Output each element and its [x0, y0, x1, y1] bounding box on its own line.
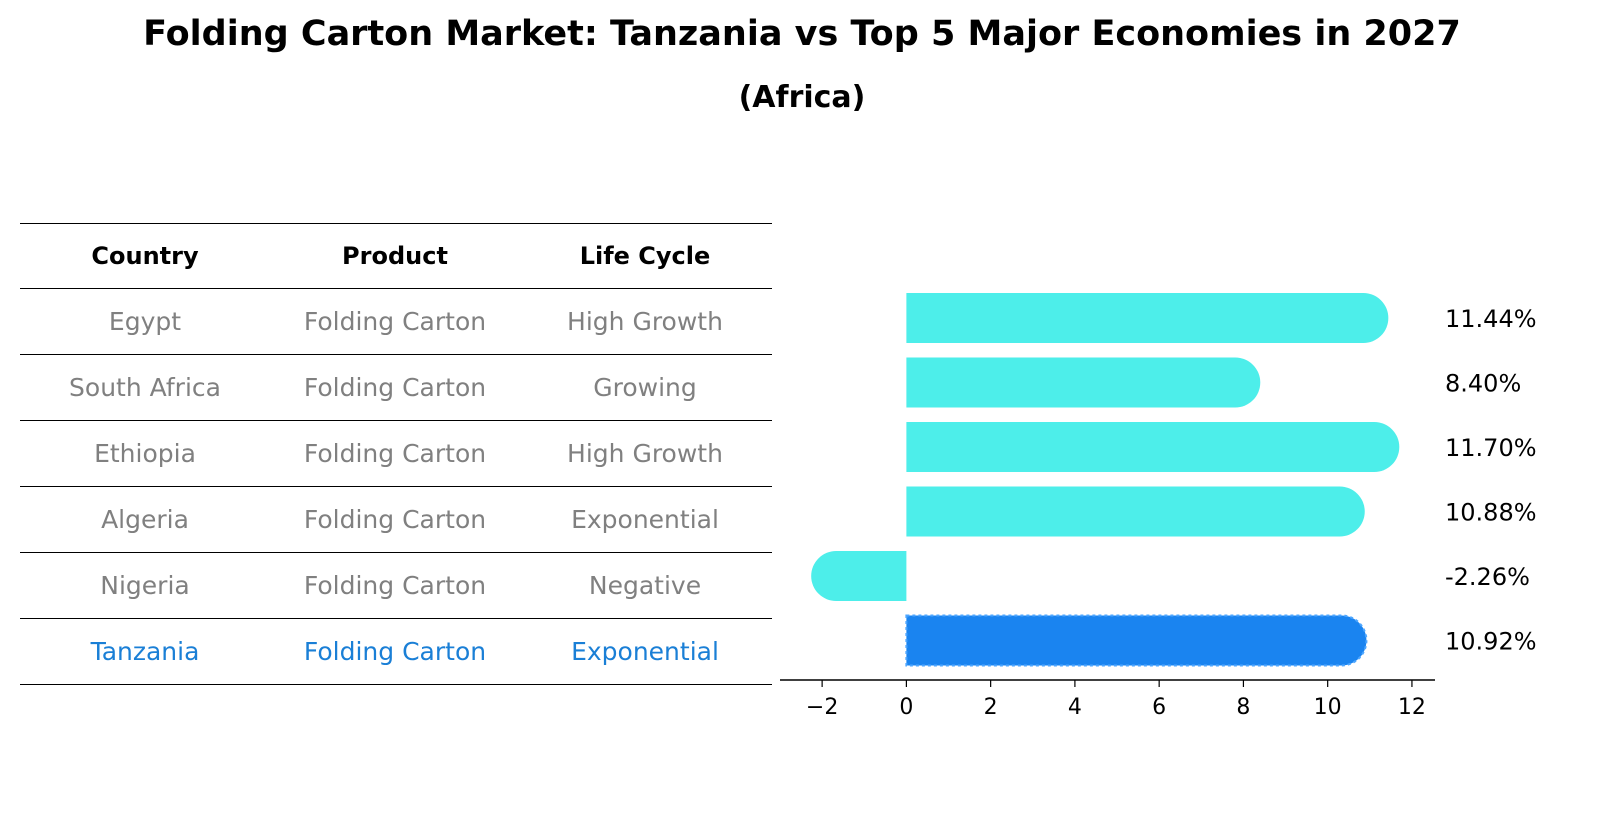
cell-country: Nigeria [100, 571, 190, 600]
country-table: Country Product Life Cycle Egypt Folding… [20, 223, 772, 685]
table-row: Algeria Folding Carton Exponential [20, 487, 772, 553]
cell-life-cycle: Growing [593, 373, 697, 402]
x-tick-label: 6 [1152, 695, 1166, 720]
cell-life-cycle: Exponential [571, 505, 719, 534]
chart-subtitle: (Africa) [738, 80, 866, 115]
value-label: 8.40% [1445, 370, 1521, 398]
table-row: Egypt Folding Carton High Growth [20, 289, 772, 355]
bar-algeria [906, 486, 1365, 537]
cell-life-cycle: High Growth [567, 307, 723, 336]
x-tick-label: 4 [1068, 695, 1082, 720]
header-product: Product [342, 242, 448, 270]
bar-ethiopia [906, 422, 1400, 472]
table-row-highlighted: Tanzania Folding Carton Exponential [20, 619, 772, 685]
value-label: 10.92% [1445, 628, 1537, 656]
value-label: -2.26% [1445, 563, 1530, 591]
cell-product: Folding Carton [303, 505, 487, 534]
cell-life-cycle: Exponential [571, 637, 719, 666]
cell-country: Ethiopia [94, 439, 196, 468]
x-tick-label: −2 [806, 695, 838, 720]
cell-product: Folding Carton [303, 637, 487, 666]
x-tick-label: 8 [1236, 695, 1250, 720]
cell-country: Tanzania [90, 637, 200, 666]
cell-product: Folding Carton [303, 439, 487, 468]
bar-nigeria [811, 551, 907, 601]
x-tick-label: 12 [1398, 695, 1426, 720]
value-label: 11.44% [1445, 305, 1537, 333]
table-header-row: Country Product Life Cycle [20, 223, 772, 289]
bar-chart: 11.44% 8.40% 11.70% 10.88% -2.26% 10.92% −2 0 2 4… [780, 293, 1537, 720]
cell-product: Folding Carton [303, 307, 487, 336]
cell-life-cycle: High Growth [567, 439, 723, 468]
cell-country: Algeria [101, 505, 189, 534]
bar-egypt [906, 293, 1389, 343]
chart-title: Folding Carton Market: Tanzania vs Top 5… [143, 14, 1461, 54]
cell-country: Egypt [108, 307, 182, 336]
bar-tanzania [905, 614, 1368, 667]
table-row: Nigeria Folding Carton Negative [20, 553, 772, 619]
x-tick-label: 10 [1314, 695, 1342, 720]
cell-country: South Africa [69, 373, 221, 402]
table-row: South Africa Folding Carton Growing [20, 355, 772, 421]
cell-product: Folding Carton [303, 373, 487, 402]
header-life-cycle: Life Cycle [579, 242, 711, 270]
x-tick-label: 0 [899, 695, 913, 720]
cell-product: Folding Carton [303, 571, 487, 600]
value-label: 10.88% [1445, 499, 1537, 527]
value-label: 11.70% [1445, 434, 1537, 462]
table-row: Ethiopia Folding Carton High Growth [20, 421, 772, 487]
header-country: Country [91, 242, 199, 270]
x-tick-label: 2 [984, 695, 998, 720]
bar-south-africa [906, 357, 1261, 408]
cell-life-cycle: Negative [588, 571, 702, 600]
